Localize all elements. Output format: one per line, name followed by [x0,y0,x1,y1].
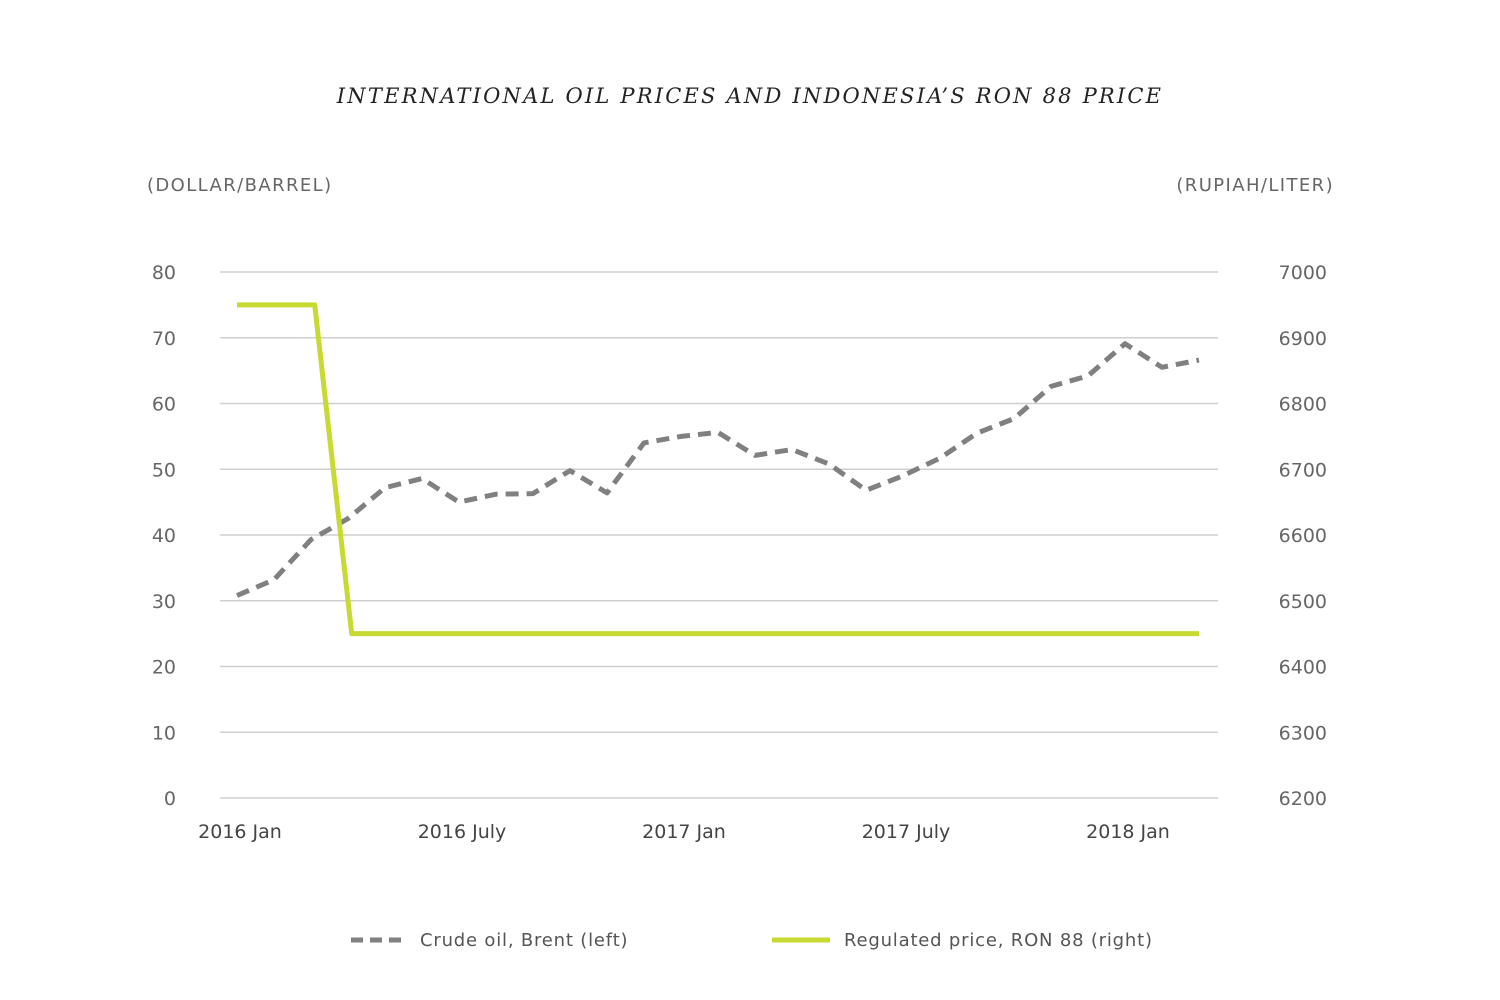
legend-item-crude-oil: Crude oil, Brent (left) [350,925,628,955]
series-line-crude-oil [236,341,1200,598]
chart-title: INTERNATIONAL OIL PRICES AND INDONESIA’S… [336,84,1164,108]
left-tick-label-50: 50 [152,459,176,481]
left-axis-unit-label: (DOLLAR/BARREL) [147,175,333,196]
left-axis-ticks: 0 10 20 30 40 50 60 70 80 [152,262,176,810]
left-tick-label-20: 20 [152,657,176,679]
x-tick-label-6: 2016 July [418,821,507,843]
x-tick-label-18: 2017 July [862,821,951,843]
right-tick-label-7000: 7000 [1279,262,1327,284]
right-tick-label-6200: 6200 [1279,788,1327,810]
series-line-ron88 [237,302,1199,637]
left-tick-label-70: 70 [152,328,176,350]
x-axis-ticks: 2016 Jan 2016 July 2017 Jan 2017 July 2018 J… [198,821,1170,843]
right-tick-label-6500: 6500 [1279,591,1327,613]
left-tick-label-30: 30 [152,591,176,613]
legend-label-ron88: Regulated price, RON 88 (right) [844,929,1153,951]
x-tick-label-0: 2016 Jan [198,821,282,843]
left-tick-label-60: 60 [152,394,176,416]
right-tick-label-6300: 6300 [1279,722,1327,744]
x-tick-label-24: 2018 Jan [1086,821,1170,843]
right-tick-label-6900: 6900 [1279,328,1327,350]
legend-item-ron88: Regulated price, RON 88 (right) [772,925,1153,955]
right-tick-label-6700: 6700 [1279,459,1327,481]
right-tick-label-6400: 6400 [1279,657,1327,679]
gridlines [220,271,1218,799]
left-tick-label-80: 80 [152,262,176,284]
left-tick-label-0: 0 [164,788,176,810]
right-axis-ticks: 6200 6300 6400 6500 6600 6700 6800 6900 7000 [1279,262,1327,810]
left-tick-label-10: 10 [152,722,176,744]
x-tick-label-12: 2017 Jan [642,821,726,843]
left-tick-label-40: 40 [152,525,176,547]
series-lines [236,302,1200,637]
right-axis-unit-label: (RUPIAH/LITER) [1176,175,1334,196]
legend-label-crude-oil: Crude oil, Brent (left) [420,929,629,951]
legend-dashed-line-icon [351,937,405,943]
right-tick-label-6600: 6600 [1279,525,1327,547]
right-tick-label-6800: 6800 [1279,394,1327,416]
legend-solid-line-icon [772,937,830,943]
